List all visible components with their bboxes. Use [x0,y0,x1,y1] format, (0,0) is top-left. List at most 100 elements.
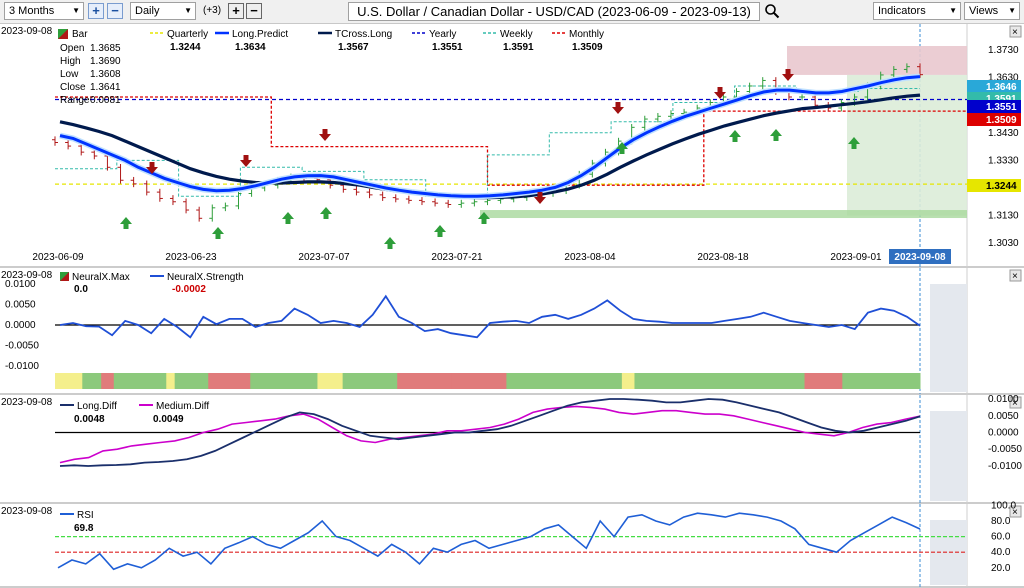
y-tick-label: 1.3030 [988,238,1019,249]
buy-signal-arrow [770,129,782,141]
ohlc-value: 0.0081 [90,95,121,106]
sell-signal-arrow [612,102,624,114]
legend-value: 69.8 [74,523,94,534]
legend-label: Weekly [500,29,533,40]
legend-value: 0.0 [74,284,88,295]
ohlc-label: Open [60,43,84,54]
panel-background [0,395,1024,503]
neural-max-bar [250,373,281,389]
x-tick-label: 2023-08-18 [697,252,749,263]
neural-max-bar [882,373,921,389]
neural-max-bar [342,373,398,389]
panel-close-button[interactable] [1009,396,1022,409]
legend-value: 1.3634 [235,42,266,53]
weekly-line [55,85,920,197]
chevron-down-icon: ▼ [1008,6,1016,15]
add-interval-button[interactable]: + [228,3,244,19]
y-tick-label: 0.0100 [5,279,36,290]
neural-max-bar [789,373,806,389]
y-tick-label: 20.0 [991,563,1011,574]
chart-area[interactable]: 2023-09-08×1.37301.36301.35301.34301.333… [0,24,1024,588]
zoom-out-button[interactable]: − [107,3,123,19]
sell-signal-arrow [319,129,331,141]
price-tag [967,80,1021,93]
y-tick-label: 0.0100 [988,394,1019,405]
chevron-down-icon: ▼ [72,6,80,15]
legend-label: Monthly [569,29,604,40]
projection-zone-upper [787,46,967,75]
period-value: 3 Months [9,5,55,17]
y-tick-label: 60.0 [991,532,1011,543]
sell-signal-arrow [782,69,794,81]
ohlc-label: Close [60,82,86,93]
legend-label: NeuralX.Strength [167,272,244,283]
y-tick-label: -0.0100 [5,361,39,372]
minus-icon: − [111,3,119,18]
instrument-title[interactable]: U.S. Dollar / Canadian Dollar - USD/CAD … [348,2,760,21]
ohlc-label: Low [60,69,79,80]
y-tick-label: 0.0050 [5,300,36,311]
zoom-in-button[interactable]: + [88,3,104,19]
close-icon: × [1012,398,1018,409]
x-tick-label: 2023-06-09 [32,252,84,263]
neural-max-bar [842,373,883,389]
y-tick-label: 0.0000 [5,320,36,331]
legend-value: 1.3244 [170,42,201,53]
price-tag-label: 1.3646 [986,82,1017,93]
search-icon[interactable] [764,3,780,19]
period-select[interactable]: 3 Months ▼ [4,2,84,20]
panel-rsi: 2023-09-08 ×100.0 80.0 60.0 40.0 20.0 RSI 69.8 [0,500,1024,588]
legend-label: TCross.Long [335,29,392,40]
buy-signal-arrow [478,212,490,224]
plus-icon: + [232,3,240,18]
y-tick-label: 0.0000 [988,428,1019,439]
legend-value: 1.3567 [338,42,369,53]
price-tag-label: 1.3244 [986,181,1017,192]
buy-signal-arrow [729,130,741,142]
neural-max-bar [397,373,453,389]
x-tick-label: 2023-07-21 [431,252,483,263]
sell-signal-arrow [240,155,252,167]
panel-neuralx: 2023-09-08 × 0.0100 0.0050 0.0000 -0.0050 -0.0… [0,268,1024,395]
panel-background [0,504,1024,587]
neural-max-bar [506,373,554,389]
y-tick-label: 1.3730 [988,45,1019,56]
legend-label: Medium.Diff [156,401,209,412]
neural-max-bar [113,373,167,389]
sell-signal-arrow [714,87,726,99]
legend-swatch-half [60,272,69,281]
ohlc-value: 1.3690 [90,56,121,67]
panel-close-button[interactable] [1009,25,1022,38]
close-icon: × [1012,271,1018,282]
panel-price: 2023-09-08×1.37301.36301.35301.34301.333… [0,24,1024,268]
panel-close-button[interactable] [1009,269,1022,282]
y-tick-label: 1.3130 [988,211,1019,222]
interval-value: Daily [135,5,160,17]
panel-date-label: 2023-09-08 [1,270,53,281]
indicators-dropdown[interactable]: Indicators ▼ [873,2,961,20]
interval-extra-label: (+3) [203,5,222,16]
neural-max-bar [166,373,176,389]
legend-label: Quarterly [167,29,208,40]
plus-icon: + [92,3,100,18]
remove-interval-button[interactable]: − [246,3,262,19]
price-tag-label: 1.3591 [986,94,1017,105]
neural-max-bar [552,373,623,389]
y-tick-label: 0.0050 [988,411,1019,422]
views-label: Views [969,5,999,17]
chevron-down-icon: ▼ [949,6,957,15]
neural-max-bar [317,373,344,389]
interval-select[interactable]: Daily ▼ [130,2,196,20]
long-predict-line [59,75,921,198]
buy-signal-arrow [212,227,224,239]
sell-signal-arrow [534,192,546,204]
indicators-label: Indicators [878,5,926,17]
neural-max-bar [279,373,318,389]
views-dropdown[interactable]: Views ▼ [964,2,1020,20]
close-icon: × [1012,27,1018,38]
current-date-label: 2023-09-08 [894,252,946,263]
panel-close-button[interactable] [1009,505,1022,518]
toolbar: 3 Months ▼ + − Daily ▼ (+3) + − U.S. Dolla… [0,0,1024,24]
legend-label: Long.Predict [232,29,288,40]
neural-max-bar [101,373,115,389]
